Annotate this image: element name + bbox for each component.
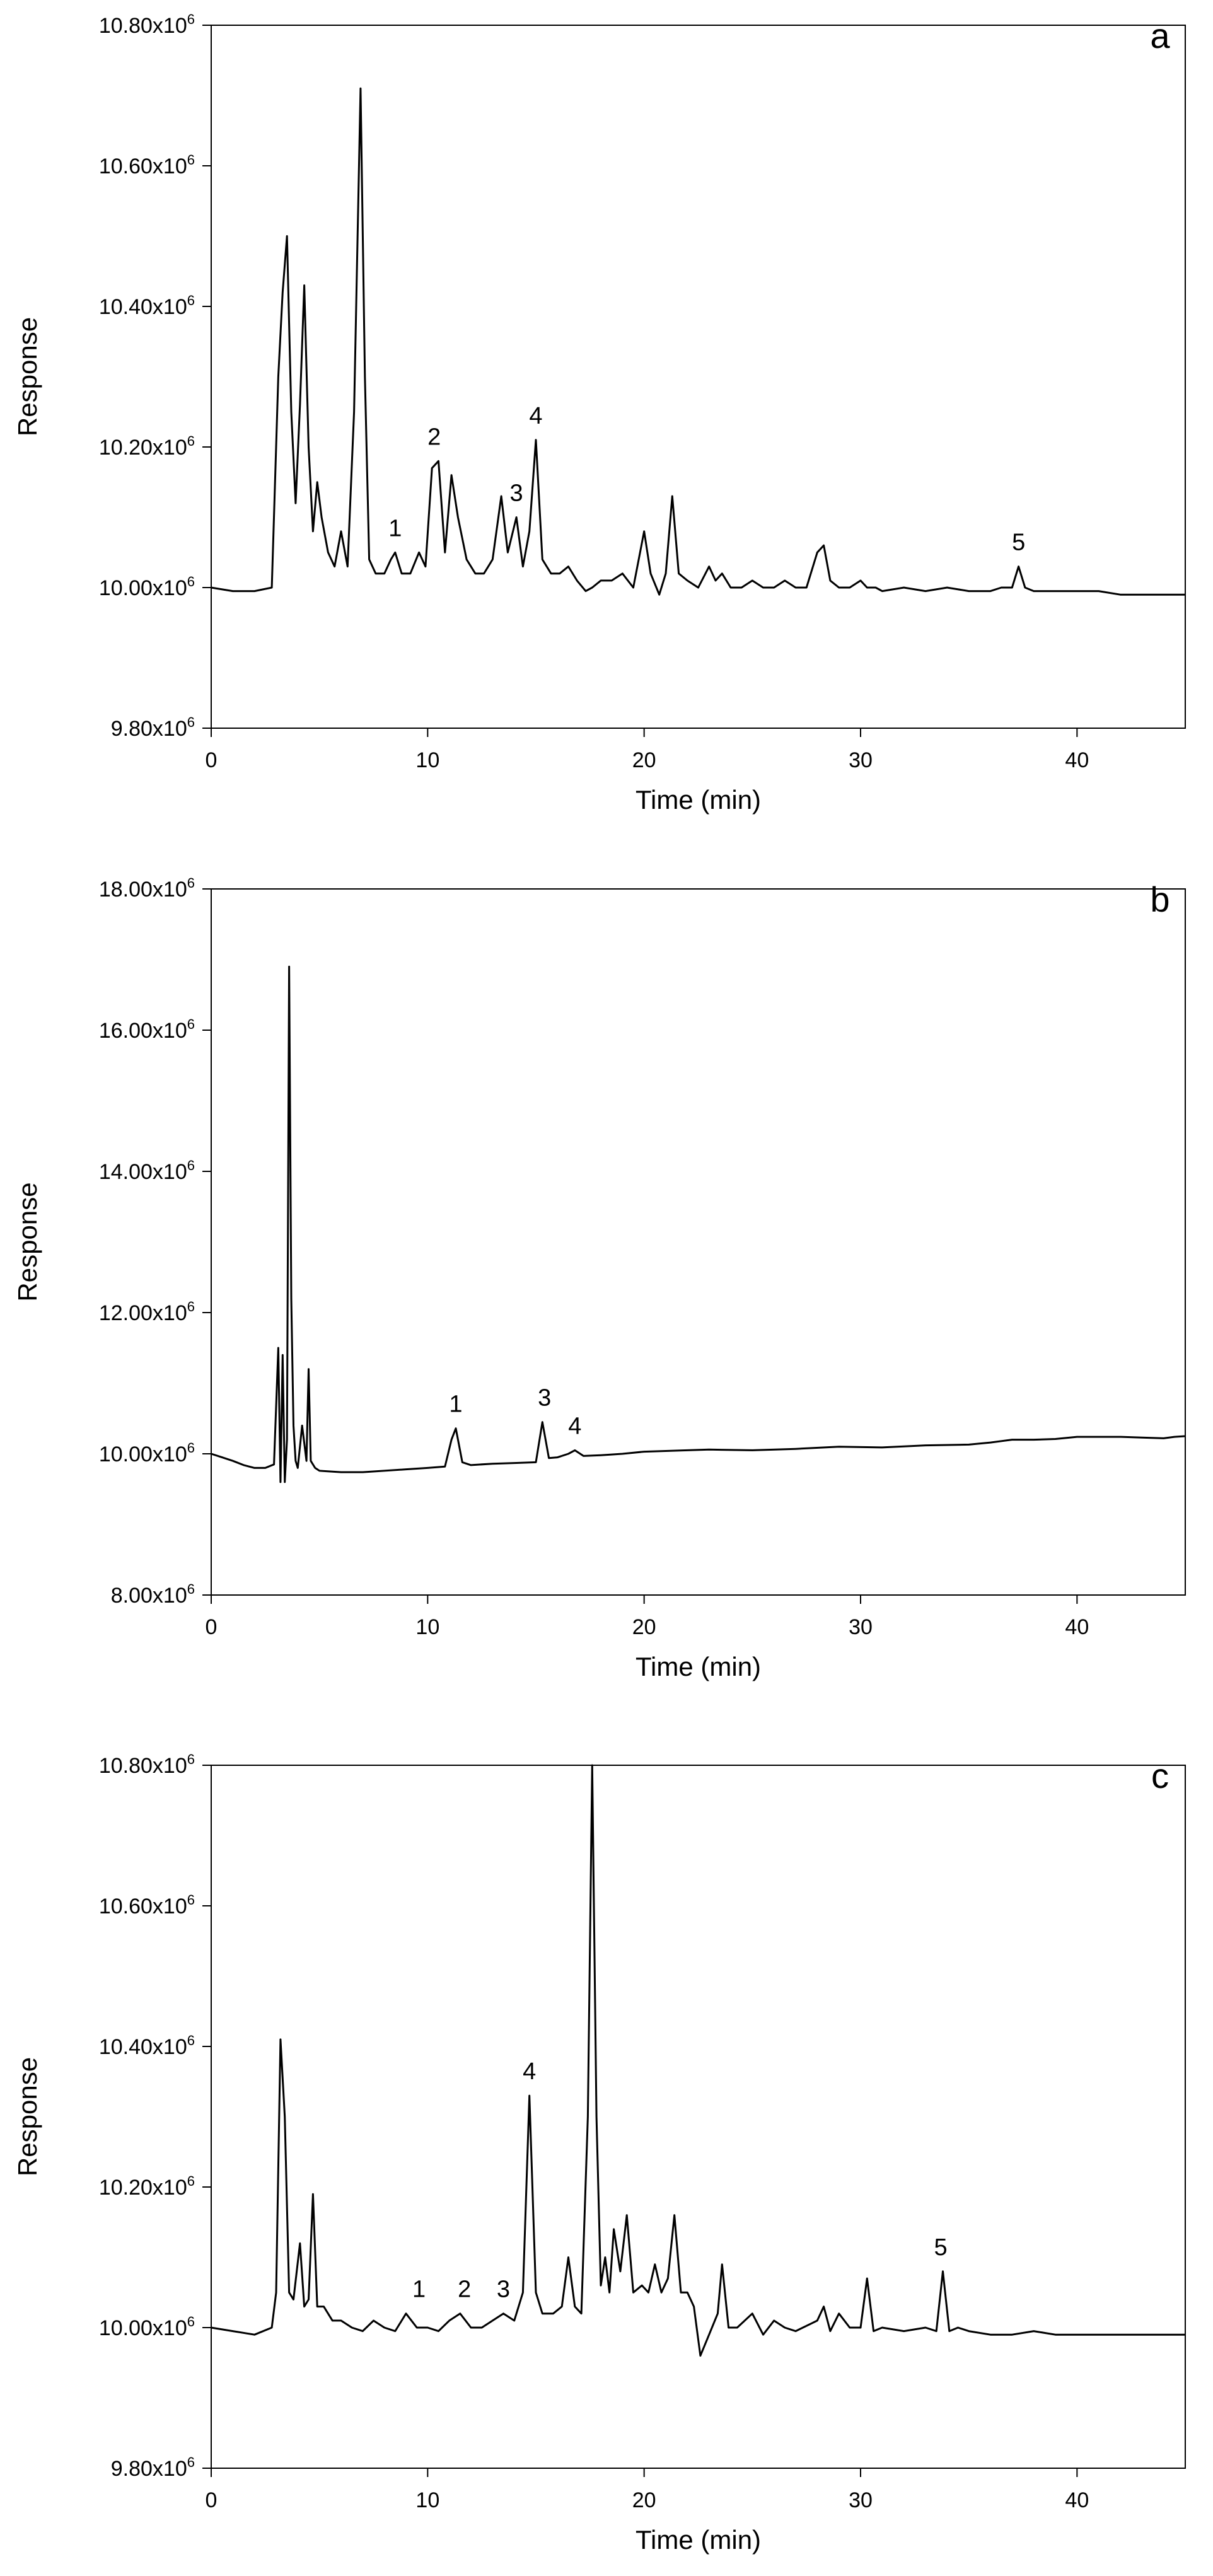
peak-label: 5 bbox=[1012, 530, 1025, 556]
y-tick-label: 10.60x106 bbox=[99, 152, 195, 178]
panel-letter: b bbox=[1150, 879, 1169, 919]
y-tick-label: 10.40x106 bbox=[99, 2033, 195, 2059]
x-tick-label: 20 bbox=[632, 748, 656, 772]
chart-panel-b: 8.00x106 10.00x106 12.00x106 14.00x106 16.00… bbox=[13, 875, 1186, 1681]
chromatogram-trace bbox=[211, 965, 1186, 1483]
y-axis-label: Response bbox=[13, 2057, 42, 2176]
peak-label: 4 bbox=[568, 1413, 581, 1439]
y-tick-label: 10.60x106 bbox=[99, 1892, 195, 1918]
x-tick-label: 30 bbox=[849, 1615, 873, 1639]
x-tick-label: 0 bbox=[206, 748, 218, 772]
x-tick-label: 0 bbox=[206, 1615, 218, 1639]
x-tick-label: 30 bbox=[849, 2488, 873, 2512]
peak-label: 3 bbox=[497, 2277, 510, 2303]
peak-label: 1 bbox=[412, 2277, 426, 2303]
y-tick-label: 10.00x106 bbox=[99, 574, 195, 600]
y-axis-label: Response bbox=[13, 317, 42, 436]
y-tick-label: 10.40x106 bbox=[99, 293, 195, 319]
y-tick-label: 9.80x106 bbox=[111, 2454, 195, 2481]
y-tick-label: 10.00x106 bbox=[99, 1440, 195, 1466]
peak-label: 3 bbox=[510, 480, 523, 507]
x-tick-label: 10 bbox=[415, 1615, 439, 1639]
peak-label: 1 bbox=[449, 1391, 462, 1418]
peak-label: 1 bbox=[388, 515, 402, 542]
y-tick-label: 10.00x106 bbox=[99, 2314, 195, 2340]
y-tick-label: 10.20x106 bbox=[99, 433, 195, 460]
x-tick-label: 0 bbox=[206, 2488, 218, 2512]
peak-label: 4 bbox=[523, 2058, 536, 2085]
x-tick-label: 40 bbox=[1065, 2488, 1089, 2512]
x-axis-label: Time (min) bbox=[636, 1652, 761, 1681]
x-axis-label: Time (min) bbox=[636, 785, 761, 815]
chart-panel-c: 9.80x106 10.00x106 10.20x106 10.40x106 10.60… bbox=[13, 1751, 1186, 2555]
panel-letter: c bbox=[1151, 1756, 1169, 1796]
panel-letter: a bbox=[1150, 16, 1170, 55]
chart-panel-a: 9.80x106 10.00x106 10.20x106 10.40x106 10.60… bbox=[13, 11, 1186, 815]
peak-label: 5 bbox=[934, 2234, 947, 2261]
peak-label: 2 bbox=[458, 2277, 471, 2303]
chromatogram-trace bbox=[211, 87, 1185, 596]
y-tick-label: 16.00x106 bbox=[99, 1016, 195, 1043]
x-tick-label: 10 bbox=[415, 2488, 439, 2512]
plot-frame bbox=[211, 1765, 1186, 2469]
x-tick-label: 40 bbox=[1065, 748, 1089, 772]
plot-frame bbox=[211, 888, 1186, 1596]
y-tick-label: 9.80x106 bbox=[111, 714, 195, 741]
x-tick-label: 10 bbox=[415, 748, 439, 772]
y-tick-label: 18.00x106 bbox=[99, 875, 195, 902]
peak-label: 4 bbox=[529, 403, 542, 429]
y-axis-label: Response bbox=[13, 1182, 42, 1301]
x-tick-label: 40 bbox=[1065, 1615, 1089, 1639]
y-tick-label: 8.00x106 bbox=[111, 1581, 195, 1608]
y-tick-label: 14.00x106 bbox=[99, 1157, 195, 1184]
y-tick-label: 10.20x106 bbox=[99, 2173, 195, 2200]
x-tick-label: 20 bbox=[632, 1615, 656, 1639]
x-tick-label: 30 bbox=[849, 748, 873, 772]
peak-label: 3 bbox=[538, 1385, 551, 1412]
x-tick-label: 20 bbox=[632, 2488, 656, 2512]
x-axis-label: Time (min) bbox=[636, 2525, 761, 2555]
peak-label: 2 bbox=[427, 424, 441, 450]
chromatogram-trace bbox=[211, 1764, 1185, 2357]
y-tick-label: 10.80x106 bbox=[99, 11, 195, 38]
plot-frame bbox=[211, 25, 1186, 729]
y-tick-label: 10.80x106 bbox=[99, 1751, 195, 1778]
y-tick-label: 12.00x106 bbox=[99, 1299, 195, 1325]
